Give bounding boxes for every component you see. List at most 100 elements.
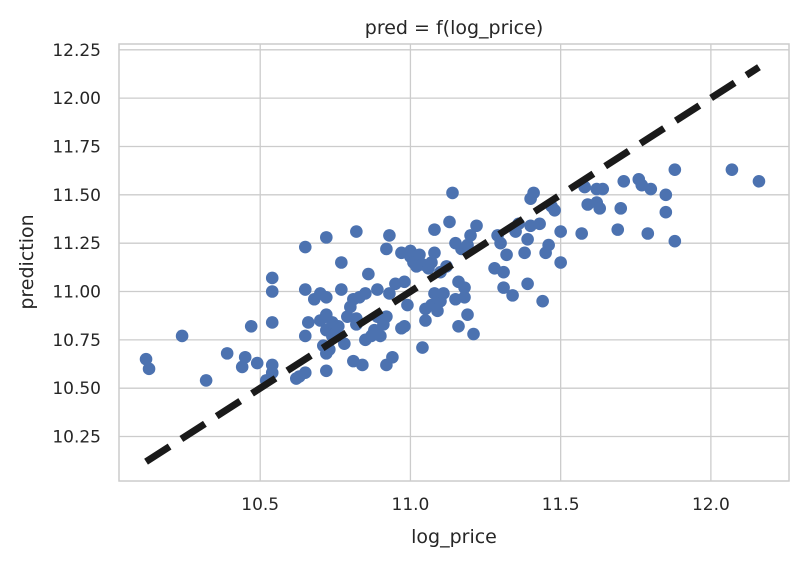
data-point: [548, 203, 561, 217]
data-point: [298, 366, 312, 380]
reference-line-group: [144, 64, 761, 465]
data-point: [668, 163, 682, 176]
data-point: [335, 283, 348, 296]
data-point: [265, 366, 279, 380]
reference-line: [144, 64, 761, 465]
data-point: [458, 291, 471, 304]
y-tick-label: 12.00: [52, 89, 101, 109]
data-point: [371, 283, 384, 296]
y-tick-label: 10.25: [52, 428, 101, 448]
data-point: [320, 231, 333, 244]
data-point: [362, 267, 375, 281]
y-tick-label: 11.75: [52, 137, 101, 157]
data-point: [614, 202, 628, 215]
data-point: [443, 215, 456, 229]
data-point: [416, 341, 429, 354]
y-tick-labels: 10.25 10.50 10.75 11.00 11.25 11.50 11.75 12.00…: [52, 41, 101, 448]
data-point: [554, 225, 567, 238]
data-point: [244, 320, 258, 333]
data-point: [533, 217, 546, 231]
y-tick-label: 10.75: [52, 331, 101, 351]
data-point: [452, 320, 465, 333]
data-point: [617, 174, 631, 188]
data-point: [497, 281, 510, 294]
y-tick-label: 12.25: [52, 41, 101, 61]
data-point: [494, 236, 507, 250]
data-point: [386, 350, 399, 364]
data-point: [521, 277, 534, 291]
data-point: [383, 229, 396, 242]
data-point: [611, 223, 625, 236]
data-point: [752, 174, 766, 188]
data-point: [298, 240, 312, 254]
data-point: [374, 329, 387, 343]
x-tick-label: 10.5: [241, 495, 279, 515]
data-point: [320, 364, 333, 378]
data-point: [470, 219, 483, 233]
data-point: [458, 281, 471, 294]
data-point: [265, 271, 279, 285]
data-point: [220, 347, 234, 360]
y-tick-label: 11.50: [52, 186, 101, 206]
data-point: [350, 225, 363, 238]
data-point: [359, 287, 372, 300]
x-tick-labels: 10.5 11.0 11.5 12.0: [241, 495, 730, 515]
data-point: [431, 304, 444, 318]
data-point: [596, 182, 610, 196]
data-point: [298, 283, 312, 296]
data-point: [593, 202, 607, 215]
data-point: [425, 256, 438, 269]
x-tick-label: 11.0: [392, 495, 430, 515]
chart-title: pred = f(log_price): [365, 17, 543, 39]
data-point: [446, 186, 459, 200]
data-point: [644, 182, 658, 196]
data-point: [725, 163, 739, 176]
data-point: [437, 287, 450, 300]
data-point: [536, 294, 549, 308]
data-point: [521, 232, 534, 246]
data-points: [139, 163, 766, 387]
data-point: [464, 229, 477, 242]
data-point: [356, 358, 369, 372]
x-tick-label: 11.5: [542, 495, 580, 515]
plot-area-border: [118, 43, 790, 482]
data-point: [542, 238, 555, 252]
y-tick-label: 10.50: [52, 379, 101, 399]
data-point: [527, 186, 540, 200]
data-point: [298, 329, 312, 343]
data-point: [238, 350, 252, 364]
data-point: [641, 227, 655, 240]
y-tick-label: 11.00: [52, 283, 101, 303]
data-point: [659, 188, 673, 202]
data-point: [175, 329, 189, 343]
data-point: [383, 287, 396, 300]
y-axis-label: prediction: [16, 214, 38, 309]
data-point: [332, 320, 345, 333]
x-tick-label: 12.0: [692, 495, 730, 515]
x-axis-label: log_price: [411, 526, 497, 548]
data-point: [398, 275, 411, 289]
data-point: [500, 248, 513, 262]
data-point: [250, 356, 264, 370]
data-point: [142, 362, 156, 376]
data-point: [461, 308, 474, 322]
data-point: [338, 337, 351, 351]
data-point: [380, 310, 393, 323]
data-point: [199, 374, 213, 387]
data-point: [659, 205, 673, 219]
y-tick-label: 11.25: [52, 234, 101, 254]
data-point: [413, 248, 426, 262]
data-point: [428, 223, 441, 236]
data-point: [265, 316, 279, 329]
data-point: [506, 289, 519, 302]
data-point: [398, 320, 411, 333]
data-point: [380, 242, 393, 256]
data-point: [419, 314, 432, 327]
data-point: [301, 316, 315, 329]
data-point: [235, 360, 249, 374]
data-point: [554, 256, 567, 269]
data-point: [335, 256, 348, 269]
data-point: [320, 291, 333, 304]
data-point: [265, 285, 279, 298]
